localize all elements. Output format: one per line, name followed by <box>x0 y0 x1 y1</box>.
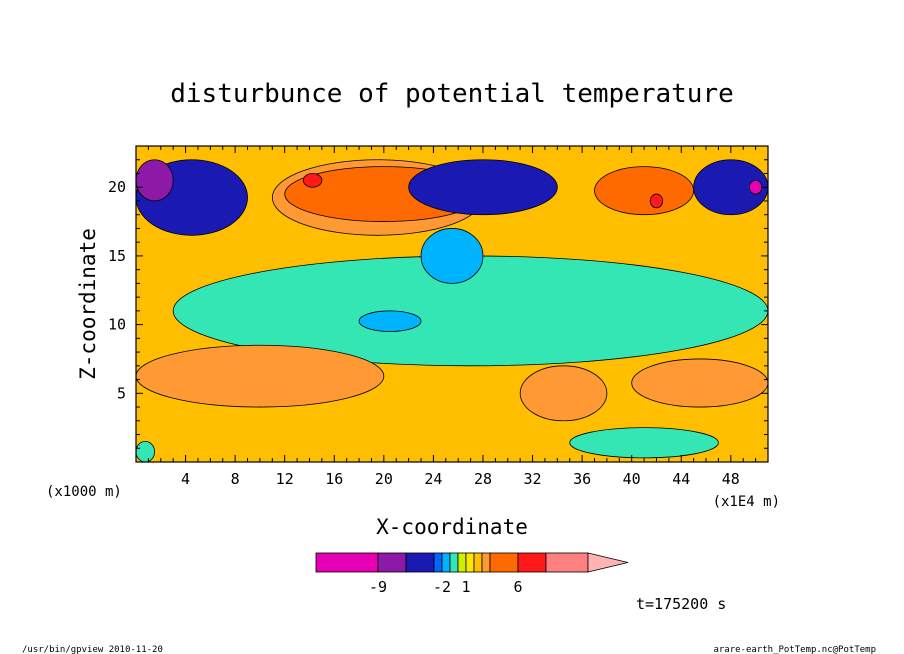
x-tick-label: 8 <box>231 470 240 488</box>
heatmap-region <box>749 179 763 195</box>
x-tick-label: 48 <box>722 470 740 488</box>
heatmap-region <box>408 159 558 216</box>
x-tick-label: 24 <box>424 470 442 488</box>
x-unit-left: (x1000 m) <box>46 484 122 500</box>
colorbar-segment <box>315 552 379 573</box>
colorbar-segment <box>457 552 467 573</box>
x-tick-label: 40 <box>623 470 641 488</box>
heatmap-region <box>649 193 664 209</box>
x-axis-label: X-coordinate <box>376 515 528 539</box>
colorbar-label: 6 <box>513 578 522 596</box>
colorbar-segment <box>481 552 491 573</box>
y-axis-label: Z-coordinate <box>76 228 100 380</box>
x-tick-label: 12 <box>276 470 294 488</box>
x-tick-label: 44 <box>672 470 690 488</box>
heatmap-region <box>135 159 174 202</box>
colorbar-segment <box>517 552 547 573</box>
y-tick-label: 5 <box>117 384 126 402</box>
footer-right: arare-earth_PotTemp.nc@PotTemp <box>713 645 876 654</box>
heatmap-region <box>594 166 695 216</box>
colorbar-segment <box>433 552 443 573</box>
colorbar: -9 -2 1 6 <box>315 552 629 596</box>
colorbar-segment <box>405 552 435 573</box>
colorbar-label: -2 <box>433 578 451 596</box>
heatmap-region <box>135 440 155 463</box>
colorbar-label: -9 <box>369 578 387 596</box>
x-tick-label: 4 <box>181 470 190 488</box>
colorbar-extension <box>587 552 629 573</box>
colorbar-segment <box>545 552 589 573</box>
x-tick-label: 32 <box>524 470 542 488</box>
y-tick-label: 10 <box>108 316 126 334</box>
colorbar-label: 1 <box>461 578 470 596</box>
footer-left: /usr/bin/gpview 2010-11-20 <box>22 645 163 654</box>
x-unit-right: (x1E4 m) <box>713 494 780 510</box>
heatmap-region <box>302 173 323 188</box>
colorbar-segment <box>441 552 451 573</box>
colorbar-segment <box>449 552 459 573</box>
plot-area <box>135 146 769 463</box>
colorbar-segment <box>377 552 407 573</box>
x-tick-label: 16 <box>325 470 343 488</box>
time-label: t=175200 s <box>636 595 726 613</box>
heatmap-region <box>631 358 769 408</box>
x-tick-label: 20 <box>375 470 393 488</box>
heatmap-region <box>569 427 719 459</box>
heatmap-region <box>135 344 385 408</box>
y-tick-label: 15 <box>108 247 126 265</box>
colorbar-segment <box>489 552 519 573</box>
x-tick-label: 36 <box>573 470 591 488</box>
heatmap-region <box>358 310 422 332</box>
heatmap-region <box>420 228 484 284</box>
heatmap-region <box>519 365 608 422</box>
chart-title: disturbunce of potential temperature <box>170 79 734 109</box>
x-tick-label: 28 <box>474 470 492 488</box>
plot-frame <box>135 145 769 463</box>
colorbar-segment <box>465 552 475 573</box>
y-tick-label: 20 <box>108 178 126 196</box>
colorbar-segment <box>473 552 483 573</box>
